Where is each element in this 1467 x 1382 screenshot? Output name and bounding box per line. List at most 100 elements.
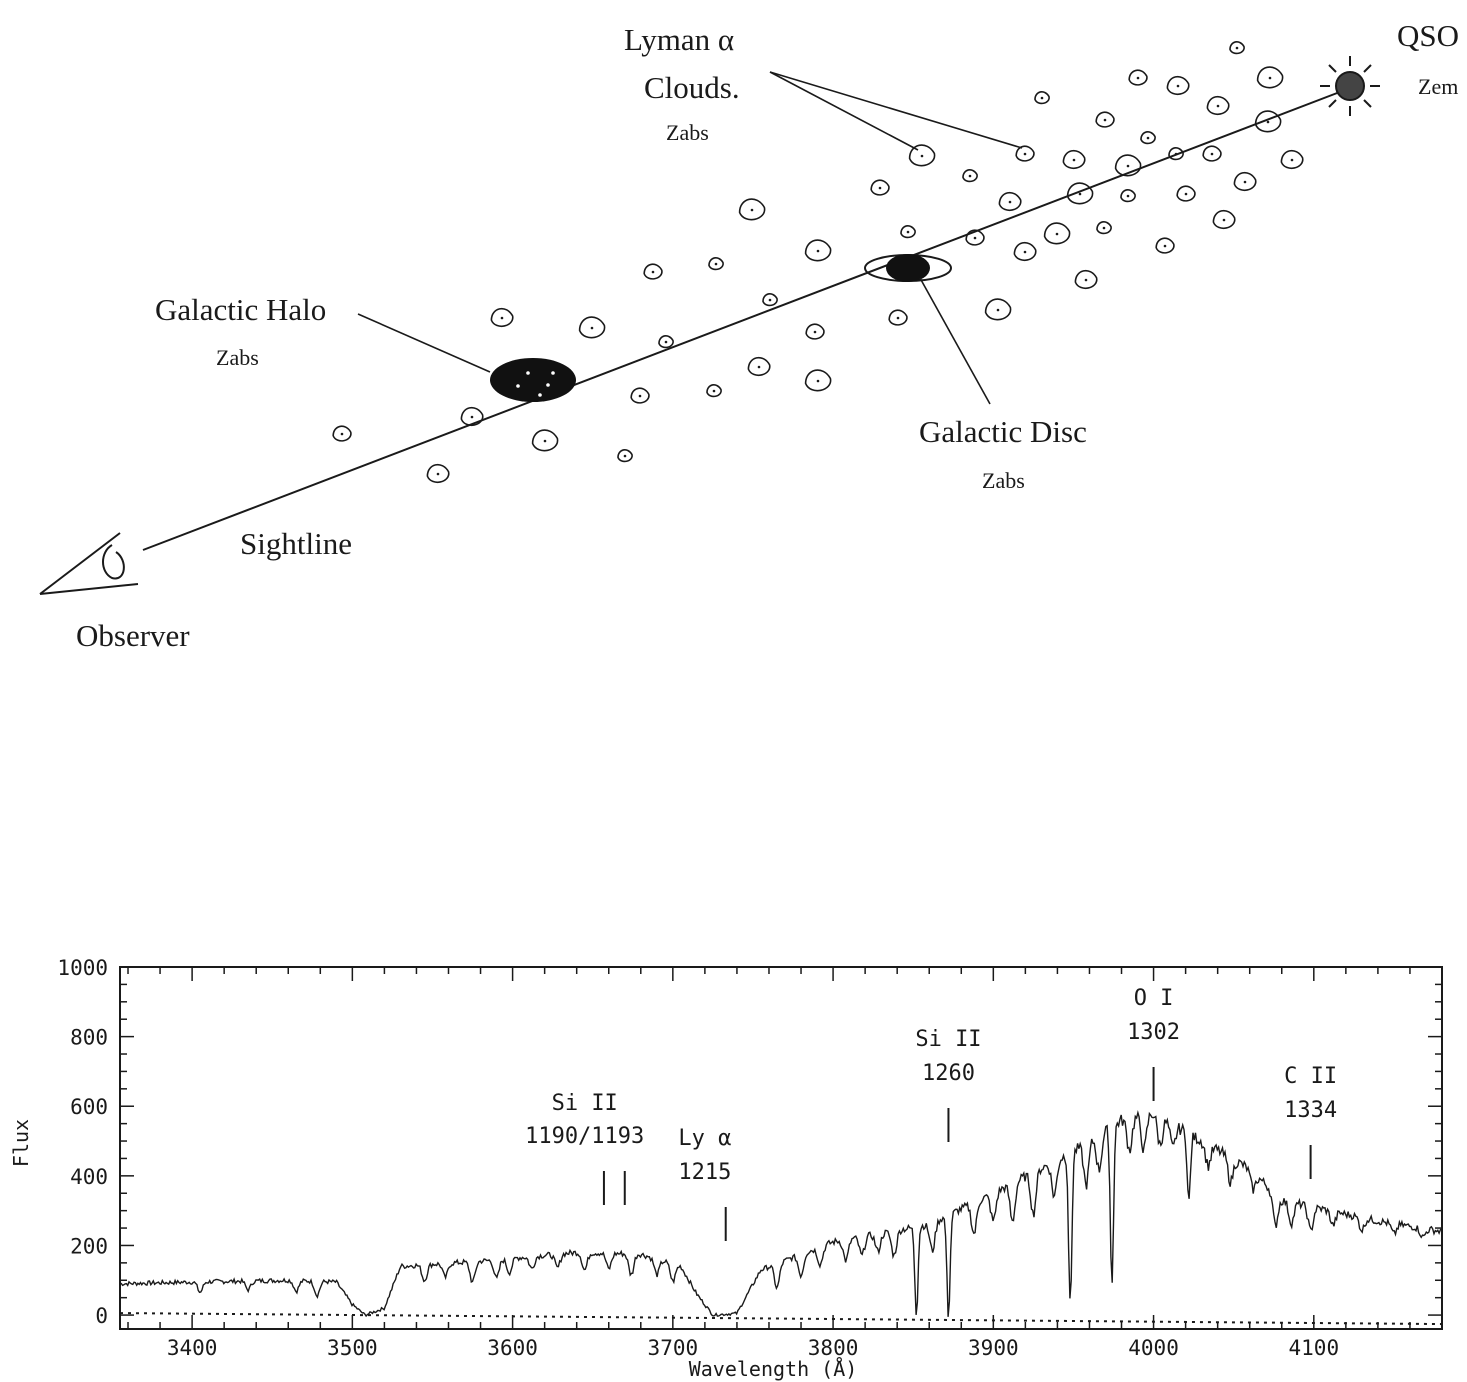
qso-z-label: Zem — [1418, 74, 1458, 99]
y-axis-label: Flux — [9, 1119, 33, 1167]
cloud-shape — [531, 429, 559, 452]
cloud-core — [664, 340, 668, 344]
x-tick-label: 3600 — [487, 1336, 538, 1360]
cloud-core — [757, 365, 761, 369]
cloud-shape — [1176, 185, 1196, 202]
cloud-core — [1268, 76, 1272, 80]
galactic-disc-shape — [864, 254, 952, 282]
cloud-core — [436, 472, 440, 476]
cloud-core — [543, 439, 547, 443]
cloud-shape — [1095, 111, 1115, 128]
cloud-core — [1008, 200, 1012, 204]
cloud-core — [896, 316, 900, 320]
y-tick-label: 800 — [70, 1026, 108, 1050]
cloud-shape — [1233, 171, 1257, 192]
x-tick-label: 3900 — [968, 1336, 1019, 1360]
cloud-shape — [1120, 189, 1136, 203]
annotation-wavelength: 1215 — [678, 1160, 731, 1185]
cloud-shape — [1013, 241, 1037, 262]
cloud-core — [1126, 194, 1130, 198]
cloud-shape — [908, 144, 936, 167]
cloud-core — [1210, 152, 1214, 156]
cloud-core — [1176, 84, 1180, 88]
y-tick-label: 1000 — [57, 956, 108, 980]
cloud-core — [1184, 192, 1188, 196]
cloud-core — [878, 186, 882, 190]
y-tick-label: 400 — [70, 1165, 108, 1189]
cloud-core — [1126, 164, 1130, 168]
cloud-shape — [747, 356, 771, 377]
cloud-shape — [1114, 154, 1142, 177]
cloud-core — [1243, 180, 1247, 184]
cloud-core — [1216, 104, 1220, 108]
zero-flux-line — [119, 1312, 1443, 1326]
cloud-shape — [804, 369, 832, 392]
sightline-line — [142, 89, 1346, 551]
cloud-core — [1290, 158, 1294, 162]
cloud-core — [340, 432, 344, 436]
lyman-alpha-label: Lyman α — [624, 22, 734, 57]
cloud-core — [906, 230, 910, 234]
cloud-core — [1174, 152, 1178, 156]
galactic-halo-shape — [490, 358, 576, 402]
cloud-core — [1163, 244, 1167, 248]
cloud-shape — [1254, 110, 1282, 133]
lyman-z-label: Zabs — [666, 120, 709, 145]
galactic-disc-z-label: Zabs — [982, 468, 1025, 493]
cloud-shape — [630, 387, 650, 404]
galactic-disc-label: Galactic Disc — [919, 414, 1087, 449]
annotation-ion: O I — [1134, 986, 1174, 1011]
cloud-shape — [1062, 149, 1086, 170]
cloud-shape — [332, 425, 352, 442]
cloud-core — [1235, 46, 1239, 50]
lyman-alpha-clouds — [332, 41, 1304, 484]
cloud-shape — [1168, 147, 1184, 161]
cloud-core — [996, 308, 1000, 312]
annotation-wavelength: 1334 — [1284, 1098, 1337, 1123]
spectrum-line — [119, 1109, 1443, 1318]
cloud-shape — [870, 179, 890, 196]
cloud-shape — [1096, 221, 1112, 235]
cloud-shape — [426, 463, 450, 484]
cloud-core — [651, 270, 655, 274]
cloud-shape — [1202, 145, 1222, 162]
plot-frame — [119, 966, 1443, 1330]
cloud-shape — [1155, 237, 1175, 254]
annotation-wavelength: 1260 — [922, 1061, 975, 1086]
cloud-core — [973, 236, 977, 240]
clouds-label: Clouds. — [644, 70, 740, 105]
cloud-core — [1266, 120, 1270, 124]
sightline-diagram: Lyman α Clouds. Zabs QSO Zem Galactic Ha… — [39, 18, 1459, 653]
observer-label: Observer — [76, 618, 190, 653]
cloud-core — [1222, 218, 1226, 222]
cloud-shape — [578, 316, 606, 339]
cloud-core — [500, 316, 504, 320]
cloud-core — [590, 326, 594, 330]
cloud-core — [813, 330, 817, 334]
y-tick-label: 200 — [70, 1234, 108, 1258]
cloud-core — [968, 174, 972, 178]
cloud-shape — [984, 298, 1012, 321]
cloud-core — [1146, 136, 1150, 140]
cloud-shape — [998, 191, 1022, 212]
cloud-shape — [1034, 91, 1050, 105]
cloud-shape — [962, 169, 978, 183]
cloud-core — [712, 389, 716, 393]
cloud-shape — [900, 225, 916, 239]
cloud-core — [1040, 96, 1044, 100]
sightline-label: Sightline — [240, 526, 352, 561]
x-tick-label: 3800 — [808, 1336, 859, 1360]
cloud-core — [623, 454, 627, 458]
cloud-core — [750, 208, 754, 212]
annotation-ion: Si II — [552, 1091, 618, 1116]
x-tick-label: 4100 — [1289, 1336, 1340, 1360]
cloud-shape — [1256, 66, 1284, 89]
cloud-shape — [1212, 209, 1236, 230]
observer-eye-icon — [39, 532, 139, 595]
cloud-shape — [804, 239, 832, 262]
y-axis-ticks: 0 200 400 600 800 1000 — [57, 956, 1442, 1328]
cloud-shape — [1166, 75, 1190, 96]
annotation-wavelength: 1302 — [1127, 1020, 1180, 1045]
cloud-shape — [460, 406, 484, 427]
galactic-halo-label: Galactic Halo — [155, 292, 326, 327]
